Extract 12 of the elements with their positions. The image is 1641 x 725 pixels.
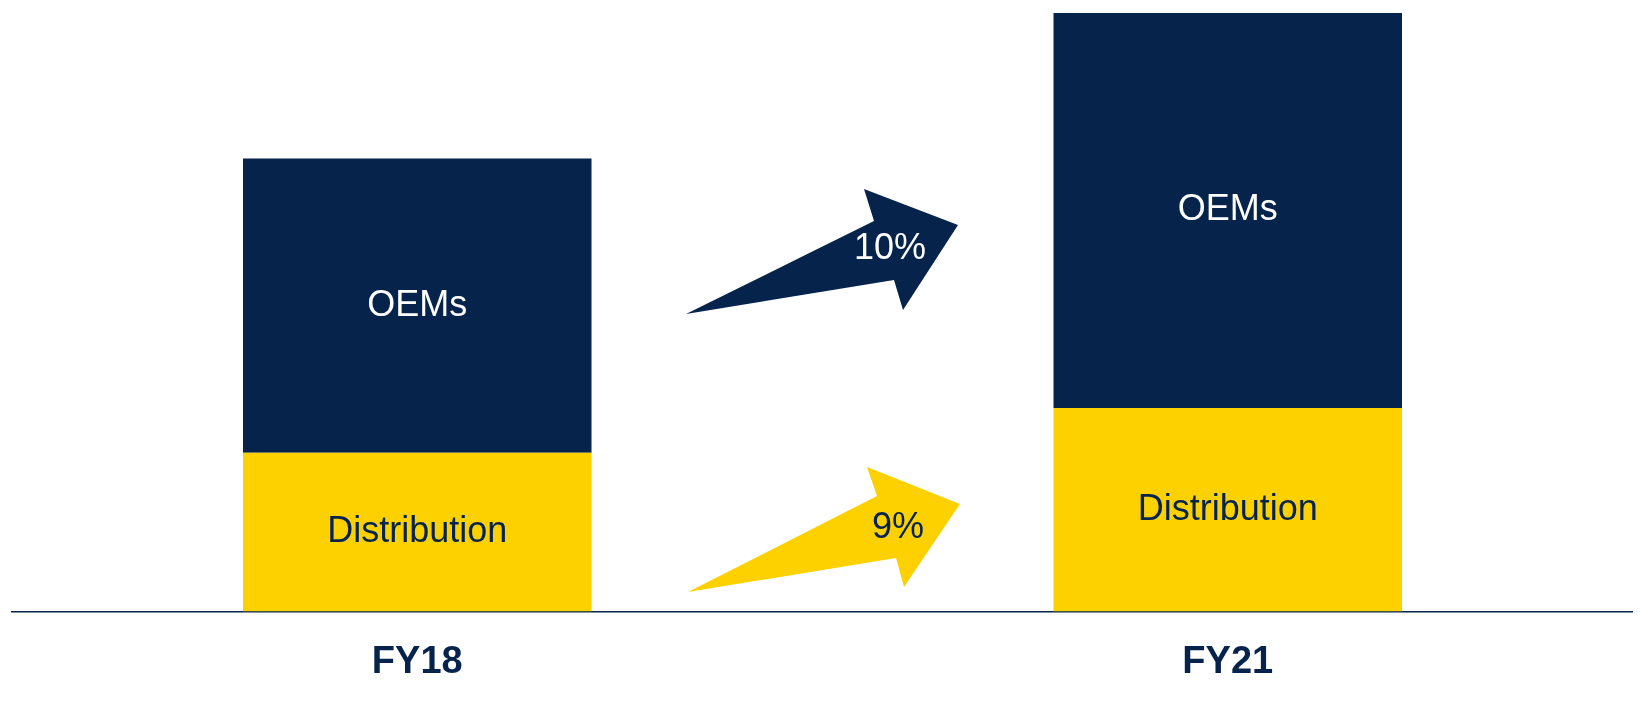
text: OEMs: [1177, 187, 1278, 229]
series-label: OEMs: [367, 282, 468, 324]
series-label: Distribution: [327, 509, 508, 551]
text: Distribution: [1137, 486, 1318, 528]
annotation: 9%: [871, 505, 925, 547]
bar: [1053, 407, 1403, 612]
bar: [242, 452, 592, 612]
x-tick-label: FY18: [371, 638, 463, 681]
annotation: 10%: [853, 226, 927, 268]
bar: [1053, 13, 1403, 408]
bar: [242, 158, 592, 453]
x-tick-label: FY21: [1182, 638, 1274, 681]
